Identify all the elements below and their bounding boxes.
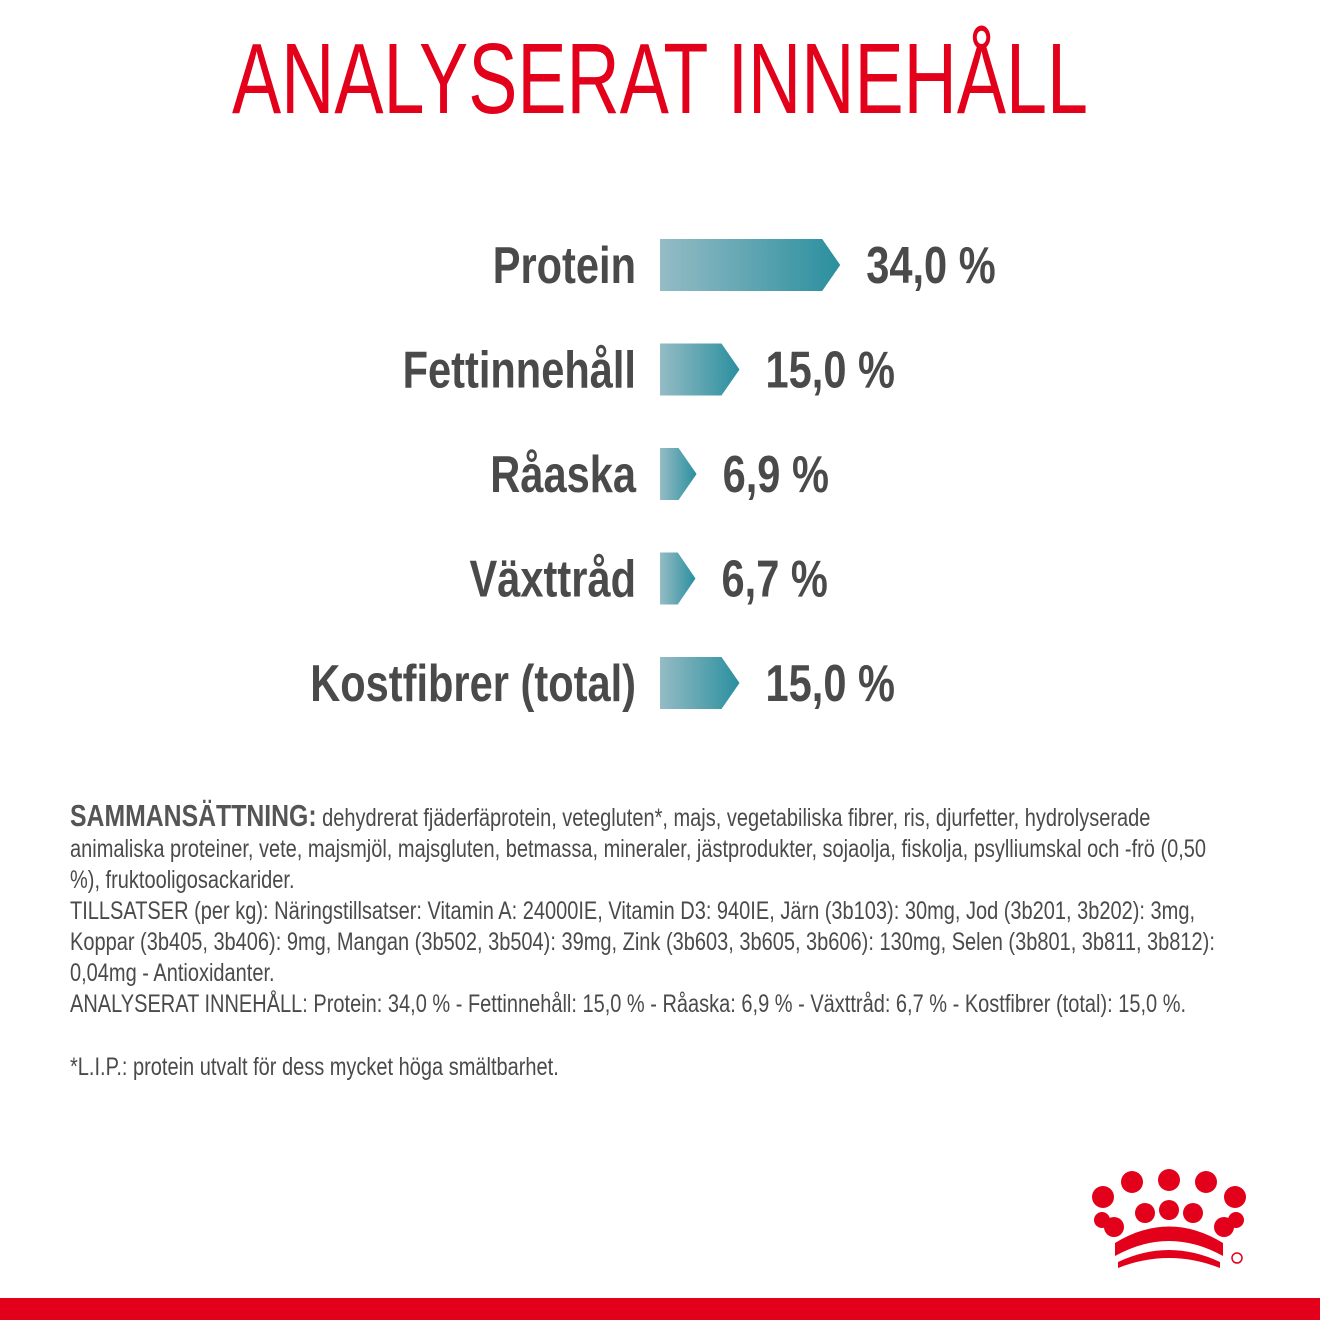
bar <box>660 552 696 605</box>
bar <box>660 657 740 709</box>
composition-text: dehydrerat fjäderfäprotein, vetegluten*,… <box>70 804 1207 894</box>
value-label: 15,0 % <box>765 654 894 713</box>
category-label: Råaska <box>490 445 636 504</box>
category-label: Växttråd <box>470 549 636 608</box>
logo <box>1092 1169 1246 1268</box>
composition-heading: SAMMANSÄTTNING: <box>70 798 317 833</box>
value-label: 34,0 % <box>866 236 995 295</box>
analysis: ANALYSERAT INNEHÅLL: Protein: 34,0 % - F… <box>70 990 1187 1018</box>
bar <box>660 343 740 396</box>
composition: SAMMANSÄTTNING: dehydrerat fjäderfäprote… <box>70 800 1238 1020</box>
value-label: 6,7 % <box>722 549 828 608</box>
footer-bar <box>0 1298 1320 1320</box>
category-label: Kostfibrer (total) <box>310 654 636 713</box>
category-label: Protein <box>493 236 636 295</box>
bar <box>660 448 697 500</box>
bar <box>660 239 841 291</box>
value-label: 6,9 % <box>723 445 829 504</box>
additives: TILLSATSER (per kg): Näringstillsatser: … <box>70 897 1215 987</box>
category-label: Fettinnehåll <box>403 340 636 399</box>
footnote: *L.I.P.: protein utvalt för dess mycket … <box>70 1053 559 1081</box>
chart-title: ANALYSERAT INNEHÅLL <box>232 23 1088 135</box>
value-label: 15,0 % <box>765 340 894 399</box>
